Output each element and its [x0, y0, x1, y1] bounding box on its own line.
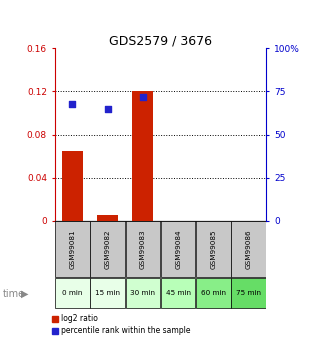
Text: 60 min: 60 min	[201, 290, 226, 296]
Text: 30 min: 30 min	[130, 290, 155, 296]
Bar	[132, 91, 153, 221]
Text: time: time	[3, 289, 25, 299]
Text: GSM99085: GSM99085	[211, 229, 216, 269]
Bar	[161, 278, 195, 308]
Text: GSM99084: GSM99084	[175, 229, 181, 269]
Text: 75 min: 75 min	[236, 290, 261, 296]
Bar	[161, 221, 195, 277]
Text: 45 min: 45 min	[166, 290, 191, 296]
Bar	[126, 278, 160, 308]
Bar	[97, 215, 118, 221]
Text: 0 min: 0 min	[62, 290, 82, 296]
Point	[70, 101, 75, 106]
Bar	[231, 221, 266, 277]
Text: GSM99086: GSM99086	[246, 229, 252, 269]
Bar	[55, 278, 90, 308]
Point	[105, 106, 110, 111]
Bar	[90, 221, 125, 277]
Legend: log2 ratio, percentile rank within the sample: log2 ratio, percentile rank within the s…	[52, 314, 191, 335]
Text: GSM99081: GSM99081	[69, 229, 75, 269]
Text: GSM99082: GSM99082	[105, 229, 110, 269]
Bar	[90, 278, 125, 308]
Title: GDS2579 / 3676: GDS2579 / 3676	[109, 34, 212, 47]
Text: GSM99083: GSM99083	[140, 229, 146, 269]
Bar	[126, 221, 160, 277]
Bar	[231, 278, 266, 308]
Point	[140, 94, 145, 99]
Bar	[196, 221, 231, 277]
Bar	[196, 278, 231, 308]
Text: 15 min: 15 min	[95, 290, 120, 296]
Text: ▶: ▶	[21, 289, 28, 299]
Bar	[55, 221, 90, 277]
Bar	[62, 151, 83, 221]
